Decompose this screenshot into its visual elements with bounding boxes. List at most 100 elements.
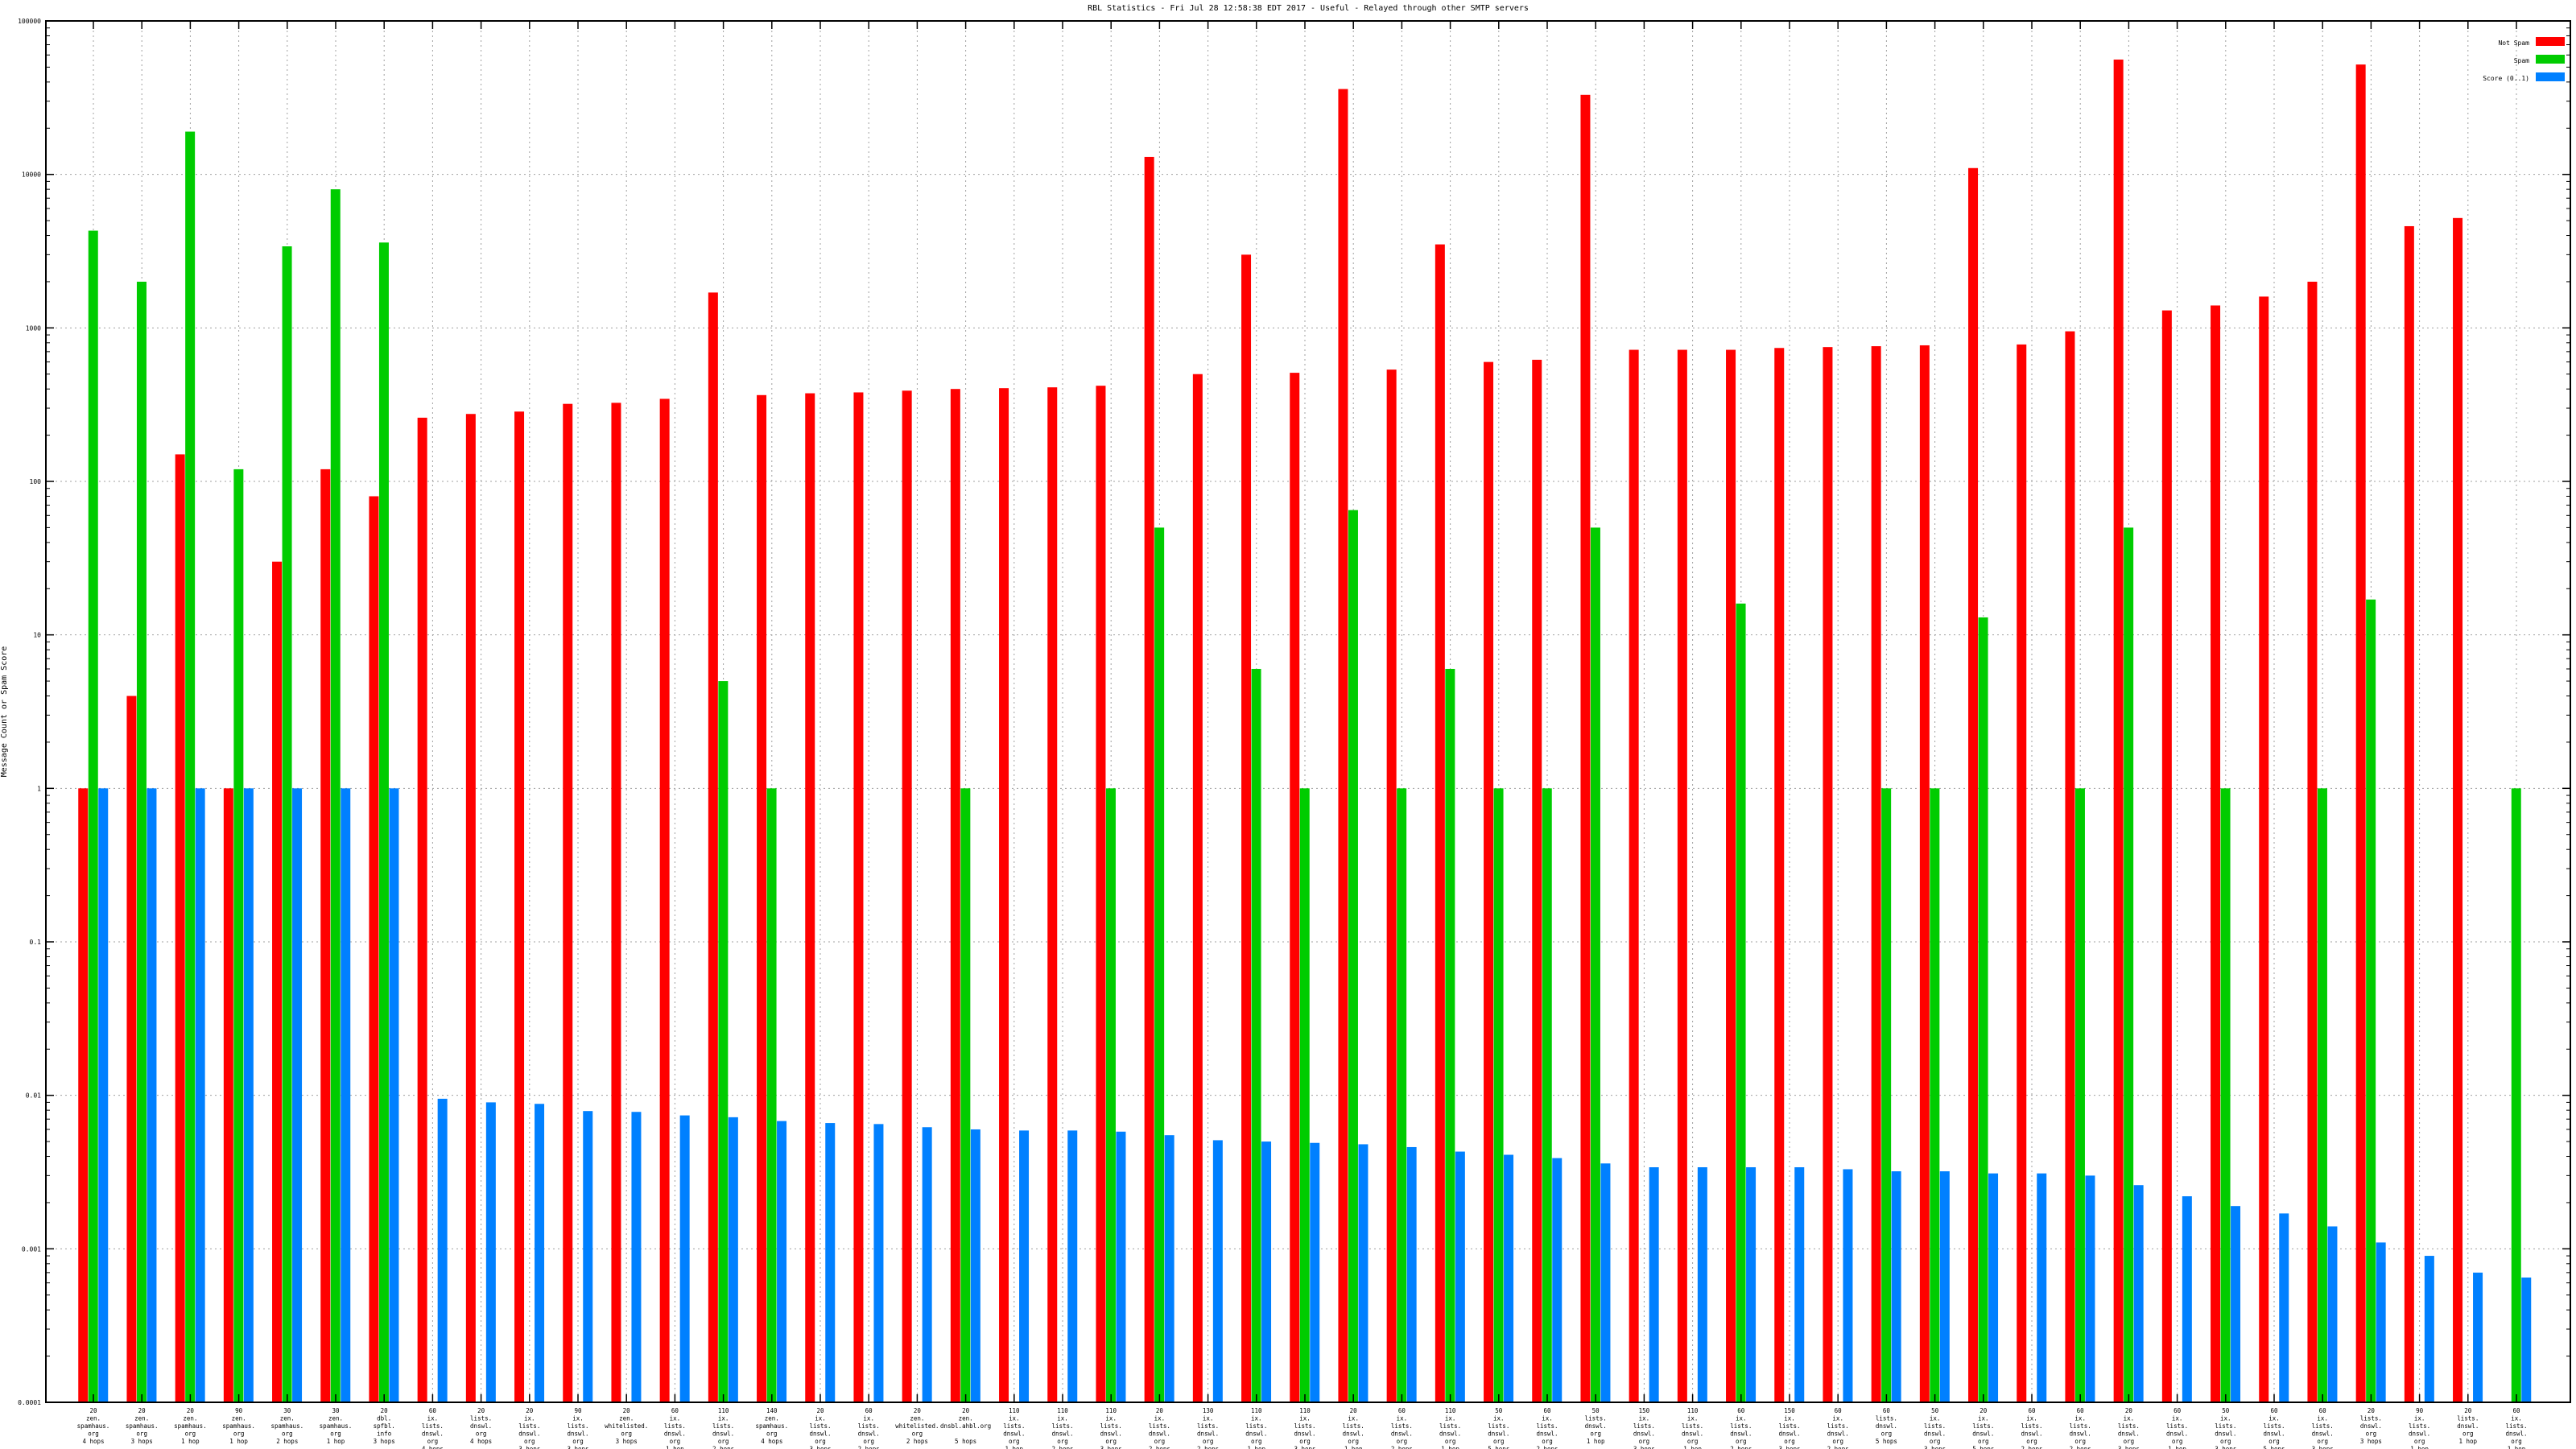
x-tick-label: 2 hops bbox=[712, 1446, 734, 1449]
x-tick-label: org bbox=[1832, 1438, 1843, 1445]
x-tick-label: 50 bbox=[1931, 1407, 1939, 1414]
x-tick-label: ix. bbox=[2124, 1415, 2135, 1422]
bar-not-spam bbox=[2404, 225, 2414, 1402]
bar-spam bbox=[136, 281, 147, 1402]
x-tick-label: 20 bbox=[1350, 1407, 1358, 1414]
x-tick-label: 60 bbox=[429, 1407, 437, 1414]
x-tick-label: ix. bbox=[670, 1415, 681, 1422]
x-tick-label: 5 hops bbox=[955, 1438, 976, 1445]
y-tick-label: 0.1 bbox=[30, 939, 42, 946]
bar-not-spam bbox=[757, 394, 767, 1402]
bar-not-spam bbox=[1726, 349, 1736, 1402]
x-tick-label: 130 bbox=[1203, 1407, 1214, 1414]
bar-spam bbox=[1154, 527, 1165, 1402]
x-tick-label: dnswl. bbox=[1149, 1430, 1170, 1438]
x-tick-label: lists. bbox=[712, 1422, 734, 1430]
x-tick-label: org bbox=[1590, 1430, 1601, 1438]
x-tick-label: ix. bbox=[2414, 1415, 2425, 1422]
bar-score bbox=[1988, 1173, 1999, 1402]
x-tick-label: ix. bbox=[863, 1415, 874, 1422]
bar-spam bbox=[330, 189, 341, 1403]
bar-not-spam bbox=[369, 496, 379, 1402]
y-axis: 0.0001 0.001 0.01 0.1 1 10 100 1000 10000 100000 bbox=[18, 18, 2570, 1406]
x-tick-label: 2 hops bbox=[1197, 1446, 1219, 1449]
x-tick-label: 60 bbox=[2270, 1407, 2278, 1414]
bar-spam bbox=[960, 788, 971, 1402]
x-tick-label: ix. bbox=[1493, 1415, 1505, 1422]
bar-score bbox=[1939, 1171, 1950, 1402]
x-tick-label: 150 bbox=[1784, 1407, 1795, 1414]
x-tick-label: dnswl. bbox=[2118, 1430, 2140, 1438]
x-tick-label: ix. bbox=[1299, 1415, 1311, 1422]
x-tick-label: org bbox=[2414, 1438, 2425, 1445]
x-tick-label: 60 bbox=[2174, 1407, 2182, 1414]
x-tick-label: 2 hops bbox=[906, 1438, 928, 1445]
bar-not-spam bbox=[320, 469, 331, 1402]
x-tick-label: 20 bbox=[623, 1407, 631, 1414]
x-tick-label: 1 hop bbox=[181, 1438, 200, 1445]
bar-not-spam bbox=[1532, 359, 1542, 1402]
x-tick-label: 3 hops bbox=[809, 1446, 831, 1449]
bar-not-spam bbox=[1823, 347, 1833, 1402]
x-tick-label: org bbox=[1784, 1438, 1795, 1445]
x-tick-label: 60 bbox=[1835, 1407, 1843, 1414]
x-tick-label: 50 bbox=[1495, 1407, 1503, 1414]
bar-spam bbox=[1299, 788, 1310, 1402]
x-tick-label: 110 bbox=[1105, 1407, 1117, 1414]
x-tick-label: whitelisted. bbox=[895, 1422, 939, 1430]
bar-spam bbox=[2317, 788, 2327, 1402]
bar-spam bbox=[2511, 788, 2521, 1402]
bar-score bbox=[2231, 1206, 2241, 1402]
x-tick-label: dnswl. bbox=[1003, 1430, 1025, 1438]
x-tick-label: dnswl. bbox=[1536, 1430, 1558, 1438]
x-tick-label: dnswl. bbox=[1051, 1430, 1073, 1438]
bar-score bbox=[777, 1121, 787, 1402]
x-tick-label: 2 hops bbox=[276, 1438, 298, 1445]
bar-not-spam bbox=[902, 390, 912, 1402]
bar-spam bbox=[1881, 788, 1892, 1402]
bar-spam bbox=[88, 230, 98, 1402]
y-tick-label: 100000 bbox=[18, 18, 41, 25]
x-tick-label: 110 bbox=[1445, 1407, 1456, 1414]
bar-not-spam bbox=[465, 414, 476, 1402]
x-tick-label: 60 bbox=[2319, 1407, 2327, 1414]
x-tick-label: 60 bbox=[865, 1407, 873, 1414]
x-tick-label: dnswl. bbox=[2457, 1422, 2479, 1430]
x-tick-label: org bbox=[2462, 1430, 2474, 1438]
bar-score bbox=[98, 788, 109, 1402]
x-tick-label: dnswl. bbox=[1100, 1430, 1122, 1438]
x-tick-label: ix. bbox=[2268, 1415, 2280, 1422]
x-tick-label: lists. bbox=[2215, 1422, 2236, 1430]
y-tick-label: 10000 bbox=[22, 171, 41, 179]
bar-score bbox=[1891, 1171, 1901, 1402]
y-tick-label: 0.0001 bbox=[18, 1399, 41, 1406]
legend-entry-label: Not Spam bbox=[2498, 39, 2529, 47]
x-tick-label: lists. bbox=[1003, 1422, 1025, 1430]
bar-not-spam bbox=[1435, 244, 1445, 1403]
x-tick-label: 4 hops bbox=[761, 1438, 782, 1445]
x-tick-label: ix. bbox=[1057, 1415, 1068, 1422]
x-tick-label: 50 bbox=[1592, 1407, 1600, 1414]
x-tick-label: ix. bbox=[1978, 1415, 1989, 1422]
x-tick-label: lists. bbox=[2118, 1422, 2140, 1430]
x-tick-label: org bbox=[136, 1430, 147, 1438]
x-tick-label: lists. bbox=[1149, 1422, 1170, 1430]
x-tick-label: ix. bbox=[1542, 1415, 1553, 1422]
x-tick-label: 20 bbox=[816, 1407, 824, 1414]
x-tick-label: lists. bbox=[518, 1422, 540, 1430]
bar-not-spam bbox=[1047, 387, 1058, 1402]
bar-spam bbox=[1251, 668, 1261, 1402]
x-tick-label: 5 hops bbox=[1972, 1446, 1994, 1449]
x-tick-label: 90 bbox=[574, 1407, 582, 1414]
bar-not-spam bbox=[950, 389, 960, 1402]
x-tick-label: lists. bbox=[1682, 1422, 1703, 1430]
legend-swatch bbox=[2536, 72, 2565, 81]
x-tick-label: lists. bbox=[858, 1422, 880, 1430]
bar-score bbox=[2327, 1226, 2338, 1402]
x-tick-label: dnswl. bbox=[1972, 1430, 1994, 1438]
x-tick-label: zen. bbox=[134, 1415, 149, 1422]
x-tick-label: 110 bbox=[1009, 1407, 1020, 1414]
bar-spam bbox=[1542, 788, 1552, 1402]
bar-spam bbox=[1445, 668, 1455, 1402]
x-tick-label: org bbox=[1203, 1438, 1214, 1445]
